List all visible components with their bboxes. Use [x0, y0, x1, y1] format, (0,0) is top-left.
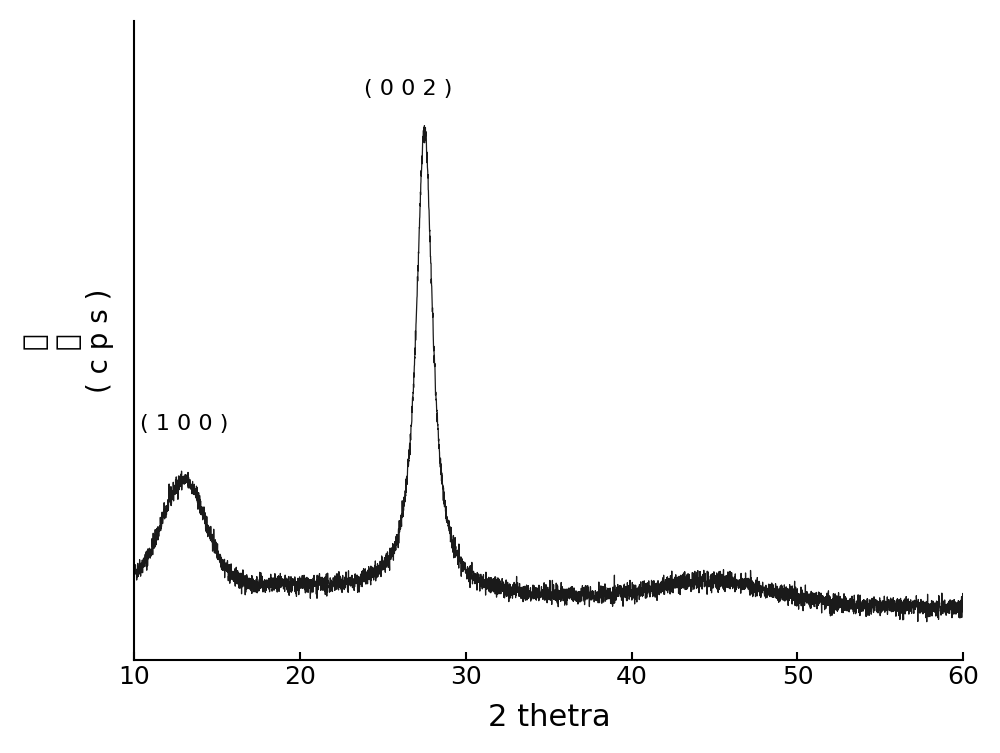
Text: ( 1 0 0 ): ( 1 0 0 ) — [140, 414, 228, 434]
X-axis label: 2 thetra: 2 thetra — [488, 703, 610, 732]
Text: ( 0 0 2 ): ( 0 0 2 ) — [364, 80, 452, 99]
Y-axis label: 度
强
( c p s ): 度 强 ( c p s ) — [21, 288, 114, 393]
